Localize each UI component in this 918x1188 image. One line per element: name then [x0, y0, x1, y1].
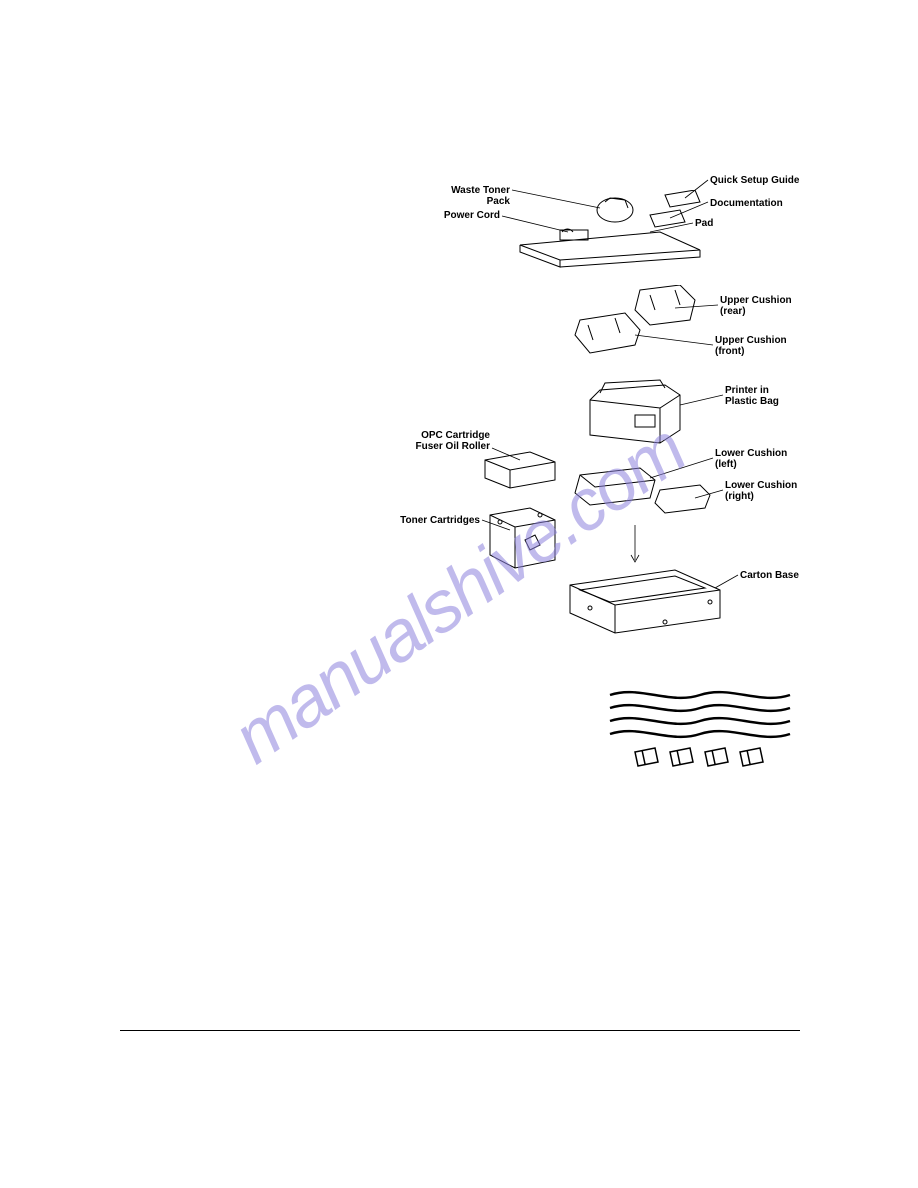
label-lower-cushion-right: Lower Cushion (right)	[725, 480, 805, 502]
label-upper-cushion-rear: Upper Cushion (rear)	[720, 295, 800, 317]
upper-cushions-drawing	[560, 285, 720, 365]
label-upper-cushion-front: Upper Cushion (front)	[715, 335, 795, 357]
opc-box-drawing	[480, 440, 565, 490]
toner-box-drawing	[485, 500, 565, 575]
footer-separator	[120, 1030, 800, 1031]
packing-diagram: Waste Toner Pack Power Cord Quick Setup …	[440, 170, 820, 650]
printer-drawing	[575, 375, 695, 450]
label-waste-toner: Waste Toner Pack	[430, 185, 510, 207]
sheets-illustration	[600, 680, 800, 780]
label-quick-setup: Quick Setup Guide	[710, 175, 800, 186]
label-power-cord: Power Cord	[430, 210, 500, 221]
label-opc-cartridge: OPC Cartridge Fuser Oil Roller	[410, 430, 490, 452]
carton-base-drawing	[555, 560, 735, 640]
label-printer-bag: Printer in Plastic Bag	[725, 385, 795, 407]
label-lower-cushion-left: Lower Cushion (left)	[715, 448, 795, 470]
label-documentation: Documentation	[710, 198, 790, 209]
label-pad: Pad	[695, 218, 735, 229]
lower-cushions-drawing	[570, 460, 720, 520]
page-content: Waste Toner Pack Power Cord Quick Setup …	[120, 170, 800, 1040]
label-toner-cartridges: Toner Cartridges	[400, 515, 480, 526]
top-tray-drawing	[510, 190, 740, 270]
label-carton-base: Carton Base	[740, 570, 810, 581]
